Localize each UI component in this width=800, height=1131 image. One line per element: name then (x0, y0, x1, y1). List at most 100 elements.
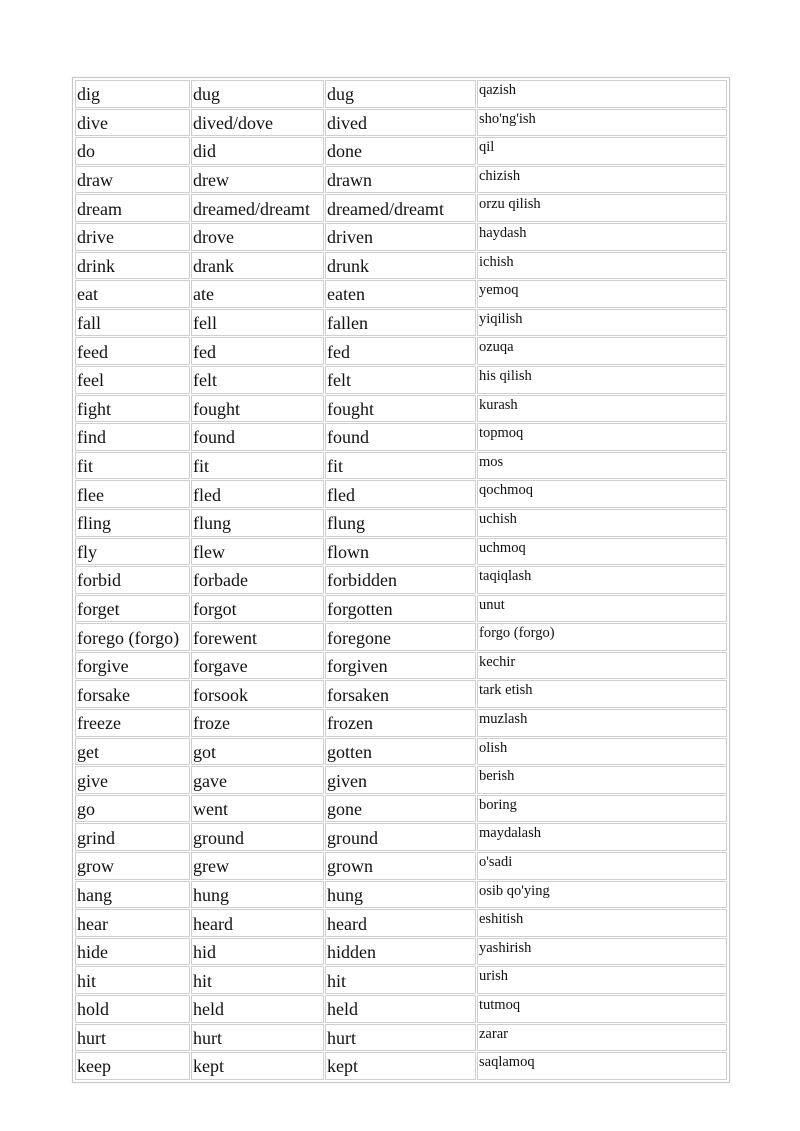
past-participle-cell: forbidden (325, 566, 476, 594)
table-row: dig dug dug qazish (75, 80, 727, 108)
past-simple-cell: hung (191, 880, 324, 909)
base-form-cell: feel (75, 365, 190, 394)
translation-cell: urish (477, 966, 727, 994)
past-simple-cell: hid (191, 937, 324, 966)
table-row: drink drank drunk ichish (75, 251, 727, 280)
past-participle-cell: ground (325, 823, 476, 852)
base-form-cell: fly (75, 537, 190, 566)
table-body: dig dug dug qazish dive dived/dove dived sho'ng… (75, 80, 727, 1080)
past-simple-cell: forewent (191, 623, 324, 651)
past-participle-cell: frozen (325, 709, 476, 737)
past-simple-cell: forbade (191, 566, 324, 594)
table-row: hear heard heard eshitish (75, 909, 727, 937)
translation-cell: uchmoq (477, 537, 727, 566)
past-participle-cell: found (325, 423, 476, 451)
past-simple-cell: kept (191, 1052, 324, 1080)
translation-cell: taqiqlash (477, 566, 727, 594)
translation-cell: saqlamoq (477, 1052, 727, 1080)
table-row: fit fit fit mos (75, 451, 727, 480)
irregular-verbs-table: dig dug dug qazish dive dived/dove dived sho'ng… (72, 77, 730, 1083)
past-participle-cell: hung (325, 880, 476, 909)
past-participle-cell: heard (325, 909, 476, 937)
translation-cell: qil (477, 137, 727, 165)
translation-cell: yashirish (477, 937, 727, 966)
translation-cell: osib qo'ying (477, 880, 727, 909)
table-row: hold held held tutmoq (75, 995, 727, 1023)
translation-cell: berish (477, 766, 727, 794)
table-row: fling flung flung uchish (75, 508, 727, 537)
translation-cell: mos (477, 451, 727, 480)
past-participle-cell: forgotten (325, 594, 476, 623)
translation-cell: qazish (477, 80, 727, 108)
translation-cell: uchish (477, 508, 727, 537)
past-simple-cell: got (191, 737, 324, 766)
translation-cell: o'sadi (477, 852, 727, 880)
past-participle-cell: hidden (325, 937, 476, 966)
past-simple-cell: fought (191, 394, 324, 423)
base-form-cell: forego (forgo) (75, 623, 190, 651)
table-row: fall fell fallen yiqilish (75, 308, 727, 337)
past-participle-cell: forgiven (325, 651, 476, 680)
past-simple-cell: dreamed/dreamt (191, 194, 324, 222)
translation-cell: olish (477, 737, 727, 766)
translation-cell: his qilish (477, 365, 727, 394)
table-row: keep kept kept saqlamoq (75, 1052, 727, 1080)
base-form-cell: give (75, 766, 190, 794)
table-row: fly flew flown uchmoq (75, 537, 727, 566)
past-simple-cell: fit (191, 451, 324, 480)
past-simple-cell: hit (191, 966, 324, 994)
base-form-cell: fit (75, 451, 190, 480)
base-form-cell: dig (75, 80, 190, 108)
translation-cell: chizish (477, 165, 727, 194)
past-simple-cell: felt (191, 365, 324, 394)
past-participle-cell: forsaken (325, 680, 476, 709)
past-simple-cell: flung (191, 508, 324, 537)
table-row: forget forgot forgotten unut (75, 594, 727, 623)
table-row: feed fed fed ozuqa (75, 337, 727, 365)
past-simple-cell: forgot (191, 594, 324, 623)
past-simple-cell: dived/dove (191, 108, 324, 137)
translation-cell: maydalash (477, 823, 727, 852)
translation-cell: qochmoq (477, 480, 727, 508)
base-form-cell: keep (75, 1052, 190, 1080)
table-row: give gave given berish (75, 766, 727, 794)
translation-cell: tark etish (477, 680, 727, 709)
past-simple-cell: ground (191, 823, 324, 852)
table-row: forego (forgo) forewent foregone forgo (for… (75, 623, 727, 651)
base-form-cell: forgive (75, 651, 190, 680)
base-form-cell: draw (75, 165, 190, 194)
past-participle-cell: eaten (325, 280, 476, 308)
past-participle-cell: fallen (325, 308, 476, 337)
base-form-cell: dive (75, 108, 190, 137)
past-simple-cell: heard (191, 909, 324, 937)
table-row: hang hung hung osib qo'ying (75, 880, 727, 909)
base-form-cell: find (75, 423, 190, 451)
past-participle-cell: flung (325, 508, 476, 537)
table-row: dream dreamed/dreamt dreamed/dreamt orzu qi… (75, 194, 727, 222)
base-form-cell: grow (75, 852, 190, 880)
past-participle-cell: gotten (325, 737, 476, 766)
table-row: hit hit hit urish (75, 966, 727, 994)
past-simple-cell: froze (191, 709, 324, 737)
past-participle-cell: kept (325, 1052, 476, 1080)
base-form-cell: hold (75, 995, 190, 1023)
base-form-cell: fall (75, 308, 190, 337)
table-row: grind ground ground maydalash (75, 823, 727, 852)
past-participle-cell: driven (325, 222, 476, 251)
past-participle-cell: hit (325, 966, 476, 994)
base-form-cell: go (75, 794, 190, 823)
past-participle-cell: done (325, 137, 476, 165)
base-form-cell: do (75, 137, 190, 165)
past-participle-cell: dug (325, 80, 476, 108)
past-participle-cell: fought (325, 394, 476, 423)
table-row: hide hid hidden yashirish (75, 937, 727, 966)
translation-cell: yiqilish (477, 308, 727, 337)
past-participle-cell: drunk (325, 251, 476, 280)
past-simple-cell: held (191, 995, 324, 1023)
table-row: eat ate eaten yemoq (75, 280, 727, 308)
past-participle-cell: fed (325, 337, 476, 365)
past-simple-cell: did (191, 137, 324, 165)
base-form-cell: hide (75, 937, 190, 966)
past-participle-cell: flown (325, 537, 476, 566)
table-row: feel felt felt his qilish (75, 365, 727, 394)
